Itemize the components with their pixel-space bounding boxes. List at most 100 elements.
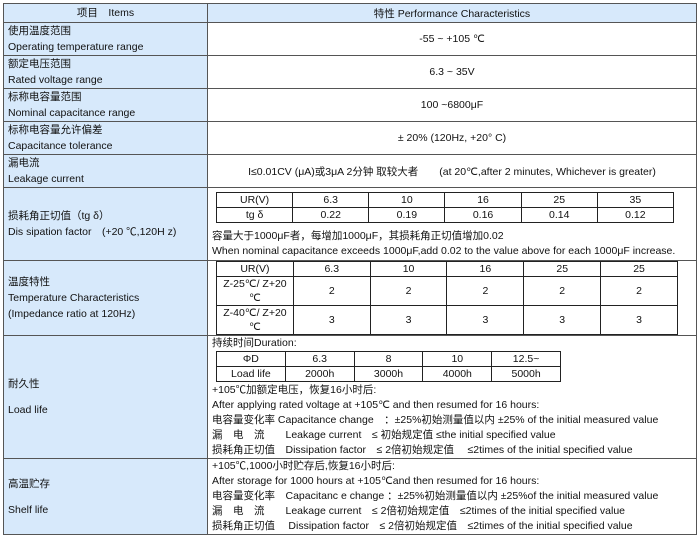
label-en: Leakage current [8,173,84,185]
value: 6.3 ~ 35V [207,55,697,89]
table-cell: 2 [369,276,448,306]
label-cn: 漏电流 [8,157,40,169]
table-cell: 0.19 [368,206,446,223]
label-en: Dis sipation factor (+20 ℃,120H z) [8,226,177,238]
header-items: 项目 Items [3,3,208,23]
table-cell: 12.5~ [491,351,561,367]
label-en2: (Impedance ratio at 120Hz) [8,308,136,320]
table-cell: 2 [446,276,525,306]
row-tolerance: 标称电容量允许偏差 Capacitance tolerance ± 20% (120… [3,121,697,155]
temperature-table: UR(V) 6.3 10 16 25 25 Z-25℃/ Z+20 ℃ 2 2 2 2 2 Z-40℃/… [216,261,678,335]
table-cell: 2000h [284,366,355,382]
table-row: Load life 2000h 3000h 4000h 5000h [216,366,561,382]
label-cn: 标称电容量允许偏差 [8,124,103,136]
note-en: When nominal capacitance exceeds 1000μF,… [212,244,676,257]
row-temperature: 温度特性 Temperature Characteristics (Impedanc… [3,260,697,336]
table-cell: 3 [523,305,602,335]
spec-line: 电容量变化率 Capacitance change ：±25%初始测量值以内 ±… [212,414,659,426]
table-cell: tg δ [215,206,294,223]
table-cell: 2 [600,276,678,306]
spec-line: 损耗角正切值 Dissipation factor ≤ 2倍初始规定值 ≤2ti… [212,520,633,532]
table-cell: UR(V) [215,191,294,208]
spec-line: 电容量变化率 Capacitanc e change ：±25%初始测量值以内 … [212,490,659,502]
row-load-life: 耐久性 Load life 持续时间Duration: ΦD 6.3 8 10 12.5~… [3,335,697,459]
table-cell: 35 [596,191,675,208]
duration-label: 持续时间Duration: [212,337,297,349]
spec-line: 漏 电 流 Leakage current ≤ 2倍初始规定值 ≤2times … [212,505,626,517]
table-cell: Load life [216,366,286,382]
spec-line: 损耗角正切值 Dissipation factor ≤ 2倍初始规定值 ≤2ti… [212,444,633,456]
value: -55 ~ +105 ℃ [207,22,697,56]
spec-line: After applying rated voltage at +105℃ an… [212,399,540,411]
table-cell: 4000h [422,366,493,382]
table-cell: 6.3 [292,191,370,208]
label-cn: 标称电容量范围 [8,91,82,103]
value: I≤0.01CV (μA)或3μA 2分钟 取较大者 (at 20℃,after… [207,154,697,188]
label-cn: 高温贮存 [8,477,50,490]
table-cell: Z-25℃/ Z+20 ℃ [216,276,294,306]
table-cell: 0.12 [596,206,675,223]
label-cn: 温度特性 [8,276,50,288]
row-dissipation: 损耗角正切值（tg δ） Dis sipation factor (+20 ℃,1… [3,187,697,261]
table-cell: 5000h [491,366,561,382]
header-row: 项目 Items 特性 Performance Characteristics [3,3,697,23]
label-en: Operating temperature range [8,41,144,53]
table-cell: 25 [520,191,598,208]
label-en: Temperature Characteristics [8,292,140,304]
label-en: Capacitance tolerance [8,140,113,152]
table-cell: 10 [422,351,493,367]
label-en: Shelf life [8,503,49,516]
table-cell: 3 [292,305,371,335]
spec-line: +105℃加额定电压，恢复16小时后: [212,384,377,396]
label-en: Load life [8,404,48,416]
table-cell: 25 [523,261,602,277]
row-capacitance: 标称电容量范围 Nominal capacitance range 100 ~680… [3,88,697,122]
value: ± 20% (120Hz, +20° C) [207,121,697,155]
spec-line: 漏 电 流 Leakage current ≤ 初始规定值 ≤the initi… [212,429,556,441]
table-cell: Z-40℃/ Z+20 ℃ [216,305,294,335]
table-cell: 0.22 [292,206,370,223]
label-cn: 损耗角正切值（tg δ） [8,210,110,222]
table-row: ΦD 6.3 8 10 12.5~ [216,351,561,367]
dissipation-table: UR(V) 6.3 10 16 25 35 tg δ 0.22 0.19 0.16 0.14 0.12 [215,191,675,223]
label-cn: 耐久性 [8,378,40,390]
table-cell: 3 [446,305,525,335]
spec-line: +105℃,1000小时贮存后,恢复16小时后: [212,460,395,472]
table-cell: 6.3 [292,261,371,277]
table-cell: 3 [369,305,448,335]
label-cn: 使用温度范围 [8,25,71,37]
table-row: tg δ 0.22 0.19 0.16 0.14 0.12 [215,206,675,223]
row-leakage: 漏电流 Leakage current I≤0.01CV (μA)或3μA 2分钟 … [3,154,697,188]
table-cell: 0.14 [520,206,598,223]
row-rated-voltage: 额定电压范围 Rated voltage range 6.3 ~ 35V [3,55,697,89]
table-cell: 0.16 [444,206,522,223]
spec-line: After storage for 1000 hours at +105℃and… [212,475,540,487]
table-cell: 8 [353,351,424,367]
label-en: Rated voltage range [8,74,103,86]
header-performance: 特性 Performance Characteristics [207,3,697,23]
table-row: UR(V) 6.3 10 16 25 25 [216,261,678,277]
label-en: Nominal capacitance range [8,107,136,119]
table-cell: 3 [600,305,678,335]
row-shelf-life: 高温贮存 Shelf life +105℃,1000小时贮存后,恢复16小时后: A… [3,458,697,535]
table-cell: 16 [446,261,525,277]
table-row: Z-25℃/ Z+20 ℃ 2 2 2 2 2 [216,276,678,306]
table-cell: 2 [292,276,371,306]
load-life-table: ΦD 6.3 8 10 12.5~ Load life 2000h 3000h 4000h 500… [216,351,561,382]
table-cell: 10 [369,261,448,277]
table-cell: 16 [444,191,522,208]
note-cn: 容量大于1000μF者，每增加1000μF，其损耗角正切值增加0.02 [212,229,504,242]
table-cell: 2 [523,276,602,306]
spec-table: 项目 Items 特性 Performance Characteristics 使… [3,3,697,535]
value: 100 ~6800μF [207,88,697,122]
table-row: UR(V) 6.3 10 16 25 35 [215,191,675,208]
table-cell: ΦD [216,351,286,367]
table-cell: UR(V) [216,261,294,277]
table-cell: 3000h [353,366,424,382]
label-cn: 额定电压范围 [8,58,71,70]
table-cell: 25 [600,261,678,277]
table-cell: 10 [368,191,446,208]
table-cell: 6.3 [284,351,355,367]
table-row: Z-40℃/ Z+20 ℃ 3 3 3 3 3 [216,305,678,335]
row-op-temp: 使用温度范围 Operating temperature range -55 ~ +… [3,22,697,56]
